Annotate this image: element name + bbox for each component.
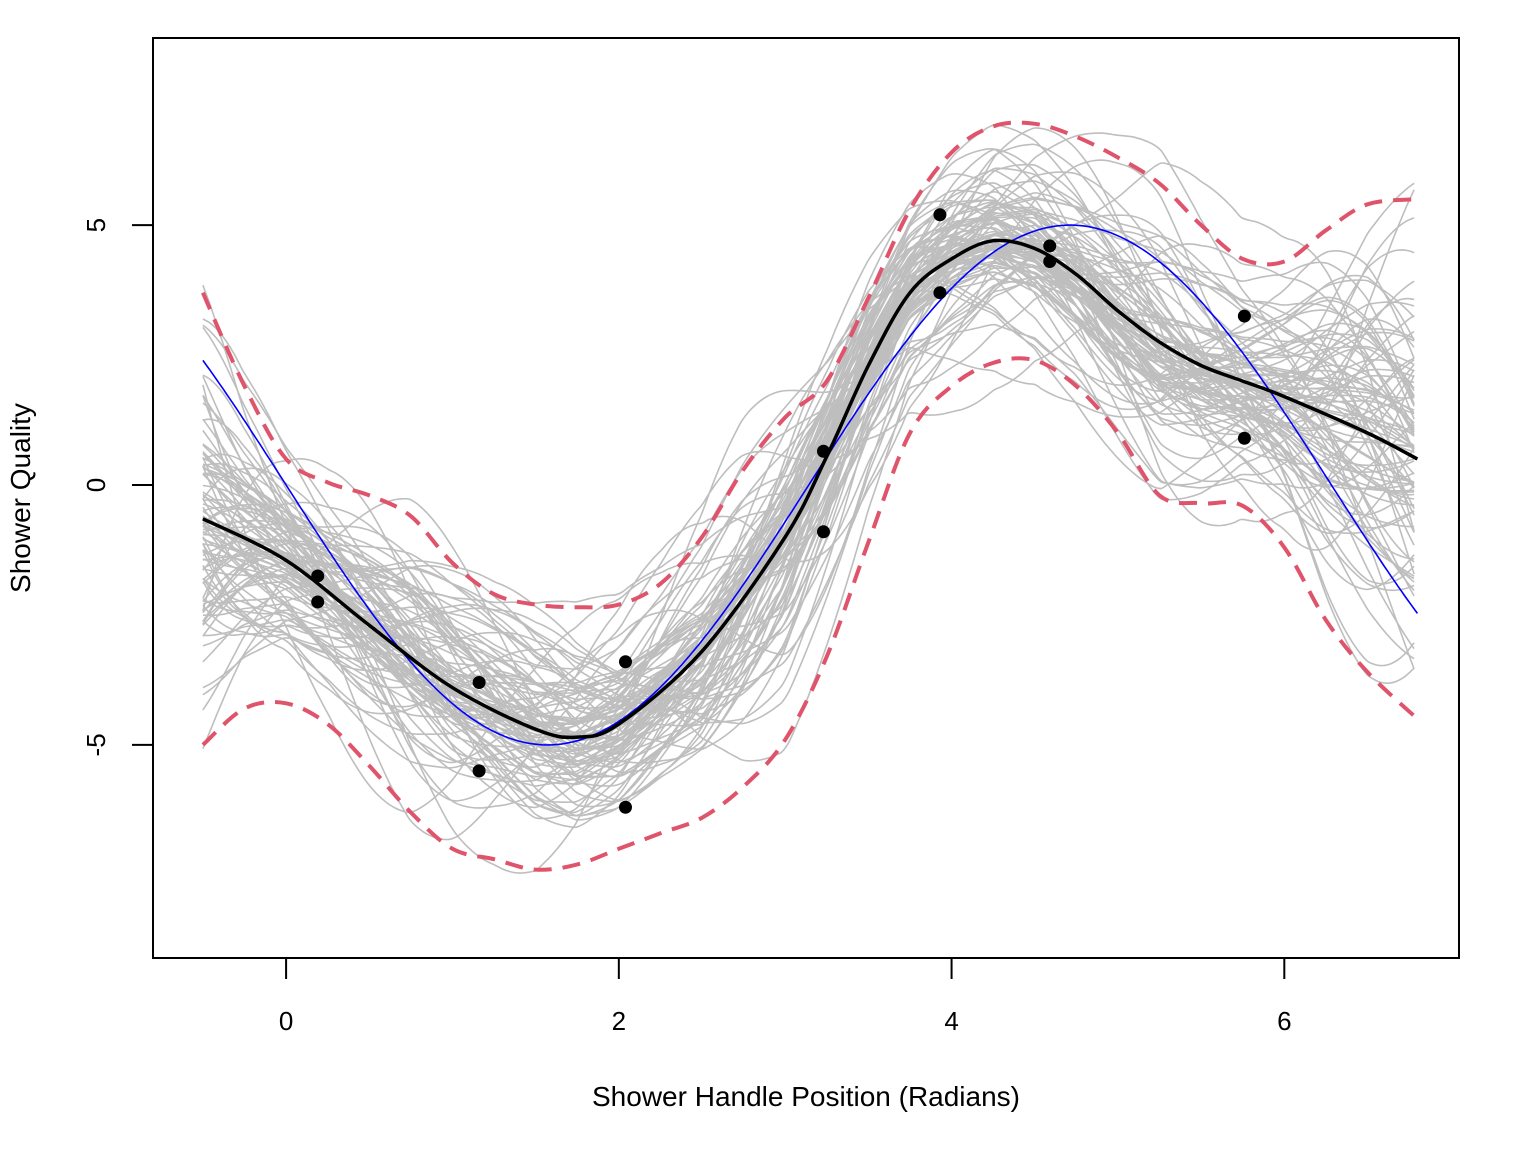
- data-point: [311, 595, 325, 609]
- x-tick-label: 6: [1277, 1006, 1291, 1036]
- x-axis-label: Shower Handle Position (Radians): [592, 1081, 1020, 1112]
- data-point: [311, 569, 325, 583]
- data-point: [1043, 239, 1057, 253]
- posterior-mean: [202, 238, 1419, 740]
- data-point: [1237, 431, 1251, 445]
- data-point: [618, 655, 632, 669]
- sample-curve: [202, 276, 1415, 814]
- sample-curve: [202, 265, 1415, 739]
- y-tick-label: -5: [81, 733, 111, 756]
- confidence-band: [201, 120, 1419, 872]
- sample-curve: [202, 252, 1415, 724]
- sample-curve: [202, 182, 1415, 769]
- sample-curve: [202, 260, 1415, 689]
- observed-points: [311, 208, 1251, 814]
- sample-curve: [202, 278, 1415, 783]
- sample-curve: [202, 250, 1415, 750]
- y-axis: -5 0 5: [81, 218, 154, 756]
- x-tick-label: 4: [944, 1006, 958, 1036]
- data-point: [472, 676, 486, 690]
- sample-curve: [202, 241, 1415, 735]
- data-point: [816, 525, 830, 539]
- sample-curve: [202, 211, 1415, 695]
- sample-curve: [202, 238, 1415, 702]
- sample-curve: [202, 199, 1415, 821]
- sample-curve: [202, 271, 1415, 740]
- data-point: [472, 764, 486, 778]
- mean-line: [202, 238, 1419, 740]
- data-point: [618, 800, 632, 814]
- sample-curve: [202, 226, 1415, 751]
- data-point: [1237, 309, 1251, 323]
- x-axis: 0 2 4 6: [279, 957, 1292, 1036]
- band-lower-line: [201, 356, 1419, 872]
- sample-curve: [202, 214, 1415, 874]
- y-axis-label: Shower Quality: [5, 403, 36, 593]
- sample-curve: [202, 243, 1415, 778]
- sample-curve: [202, 132, 1415, 762]
- sample-curve: [202, 169, 1415, 708]
- x-tick-label: 2: [612, 1006, 626, 1036]
- data-point: [816, 444, 830, 458]
- sample-curve: [202, 244, 1415, 725]
- band-upper-line: [201, 120, 1418, 610]
- data-point: [933, 286, 947, 300]
- sample-curve: [202, 148, 1415, 802]
- sample-curve: [202, 219, 1415, 764]
- data-point: [933, 208, 947, 222]
- sample-curve: [202, 246, 1415, 808]
- sample-curve: [202, 346, 1415, 750]
- sample-curve: [202, 257, 1415, 739]
- x-tick-label: 0: [279, 1006, 293, 1036]
- data-point: [1043, 255, 1057, 269]
- y-tick-label: 5: [81, 218, 111, 232]
- y-tick-label: 0: [81, 478, 111, 492]
